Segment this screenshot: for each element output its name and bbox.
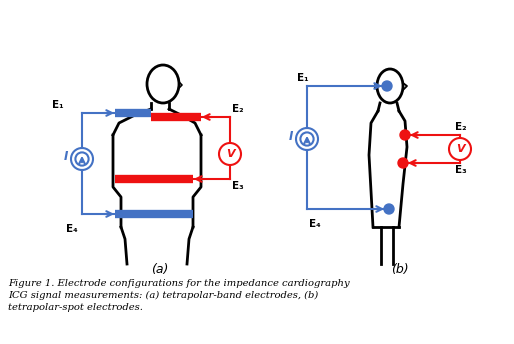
Text: I: I [64,151,68,163]
Circle shape [449,138,471,160]
Text: E₁: E₁ [297,73,308,83]
Text: E₂: E₂ [455,122,467,132]
Text: E₄: E₄ [309,219,321,229]
Text: I: I [289,130,293,143]
Text: E₃: E₃ [455,165,467,175]
Text: Figure 1. Electrode configurations for the impedance cardiography
ICG signal mea: Figure 1. Electrode configurations for t… [8,279,350,312]
Text: V: V [226,149,234,159]
Text: (a): (a) [151,262,169,276]
Text: E₁: E₁ [52,100,64,110]
Circle shape [400,130,410,140]
Circle shape [219,143,241,165]
Text: E₄: E₄ [66,224,78,234]
Text: E₂: E₂ [232,104,244,114]
Text: V: V [456,144,464,154]
Circle shape [398,158,408,168]
Text: (b): (b) [391,262,409,276]
Circle shape [382,81,392,91]
Text: E₃: E₃ [232,181,244,191]
Circle shape [384,204,394,214]
